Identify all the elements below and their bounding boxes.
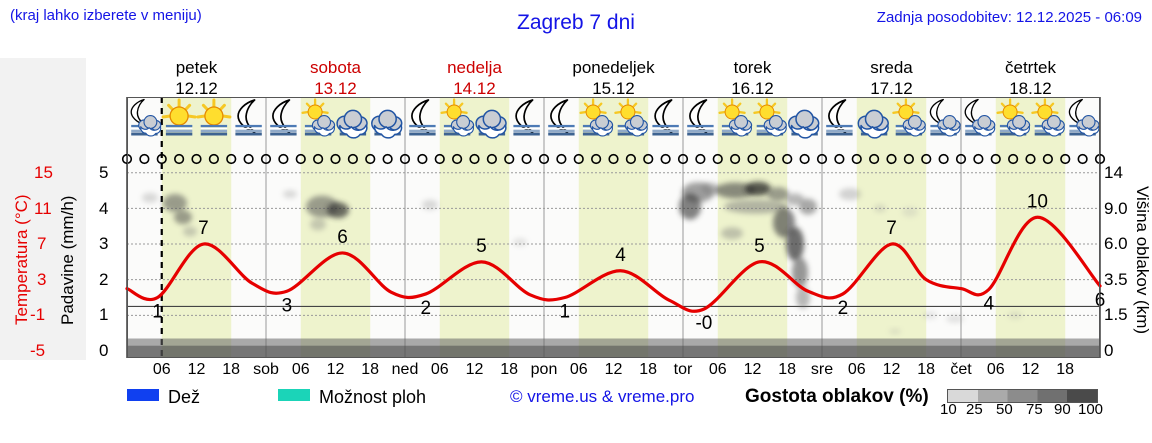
svg-text:7: 7 — [198, 218, 209, 239]
svg-text:2: 2 — [421, 298, 432, 319]
svg-text:6: 6 — [337, 227, 348, 248]
svg-text:7: 7 — [886, 218, 897, 239]
svg-text:1: 1 — [152, 302, 163, 323]
svg-text:3: 3 — [282, 295, 293, 316]
svg-text:5: 5 — [476, 236, 487, 257]
svg-text:5: 5 — [754, 236, 765, 257]
svg-text:4: 4 — [984, 294, 995, 315]
svg-text:1: 1 — [560, 302, 571, 323]
svg-text:10: 10 — [1027, 191, 1048, 212]
svg-text:4: 4 — [615, 245, 626, 266]
svg-text:-0: -0 — [695, 313, 712, 334]
svg-text:6: 6 — [1095, 290, 1106, 311]
svg-text:2: 2 — [838, 298, 849, 319]
